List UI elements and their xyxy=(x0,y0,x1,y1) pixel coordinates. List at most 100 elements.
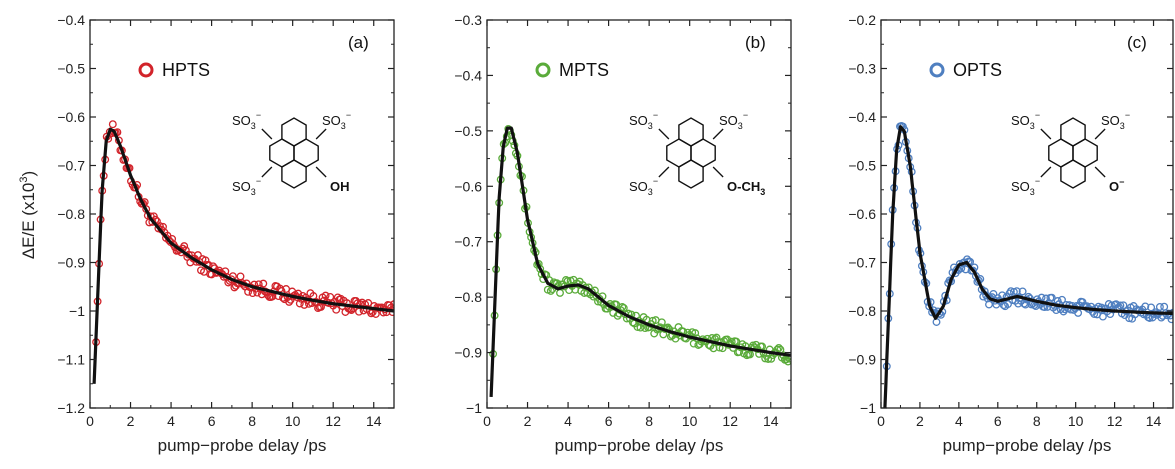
data-point xyxy=(774,343,783,352)
molecule-group-bottom-left-sup: − xyxy=(653,176,658,186)
molecule-group-top-left-sub: 3 xyxy=(1030,121,1035,131)
y-axis-title-main: ΔE/E (x10 xyxy=(19,183,38,260)
fit-line xyxy=(92,127,394,384)
data-point xyxy=(546,286,555,295)
molecule-ring xyxy=(1060,117,1086,147)
molecule-group-bottom-left: SO3− xyxy=(232,176,261,197)
legend-label: HPTS xyxy=(162,60,210,80)
molecule-group-bottom-left-main: SO xyxy=(232,179,251,194)
x-axis-title: pump−probe delay /ps xyxy=(158,436,327,455)
scatter-markers xyxy=(92,120,394,347)
molecule-group-top-left: SO3− xyxy=(232,110,261,131)
data-point xyxy=(295,299,304,308)
molecule-group-bottom-left-sub: 3 xyxy=(1030,187,1035,197)
molecule-group-top-left-sub: 3 xyxy=(648,121,653,131)
data-point xyxy=(300,300,309,309)
molecule-bond xyxy=(1040,166,1052,178)
molecule-group-top-left-sup: − xyxy=(1035,110,1040,120)
x-tick-label: 2 xyxy=(127,413,135,429)
molecule-group-bottom-left-main: SO xyxy=(629,179,648,194)
legend-label: OPTS xyxy=(953,60,1002,80)
data-point xyxy=(108,120,117,129)
data-point xyxy=(1004,300,1012,309)
data-point xyxy=(1125,314,1134,323)
x-tick-label: 12 xyxy=(1107,413,1123,429)
x-axis-title: pump−probe delay /ps xyxy=(555,436,724,455)
data-point xyxy=(712,333,721,342)
molecule-group-top-left-main: SO xyxy=(629,113,648,128)
molecule-substituent-sup: − xyxy=(1119,177,1124,187)
data-point xyxy=(1021,300,1030,309)
molecule-substituent: O-CH3 xyxy=(727,179,765,197)
molecule-group-top-right-sup: − xyxy=(1125,110,1130,120)
molecule-substituent: OH xyxy=(330,179,350,194)
data-point xyxy=(1018,287,1027,296)
molecule-bond xyxy=(261,128,273,140)
molecule-substituent-main: O-CH xyxy=(727,179,760,194)
data-point xyxy=(1141,302,1150,311)
y-tick-label: −0.4 xyxy=(454,67,482,83)
data-point xyxy=(691,329,700,338)
x-tick-label: 4 xyxy=(167,413,175,429)
data-point xyxy=(648,316,657,325)
x-axis-title: pump−probe delay /ps xyxy=(943,436,1112,455)
molecule-group-bottom-left-sub: 3 xyxy=(251,187,256,197)
molecule-group-bottom-left: SO3− xyxy=(629,176,658,197)
data-point xyxy=(787,354,791,363)
y-tick-label: −0.5 xyxy=(848,158,876,174)
molecule-substituent-main: O xyxy=(1109,179,1119,194)
panel-label: (c) xyxy=(1127,33,1147,52)
molecule-group-top-left-main: SO xyxy=(232,113,251,128)
panel-b: 0 2 4 6 8 10 12 14 −1 −0.9 −0.8 −0.7 −0.6 −0.5 −0.4 −0.… xyxy=(454,12,792,455)
data-point xyxy=(1116,301,1125,310)
data-point xyxy=(932,318,941,326)
molecule-bond xyxy=(658,166,670,178)
y-tick-label: −0.9 xyxy=(848,352,876,368)
data-point xyxy=(285,297,294,306)
fit-line xyxy=(489,126,791,397)
molecule-ring xyxy=(678,159,704,189)
molecule-group-top-right-sub: 3 xyxy=(738,121,743,131)
molecule-group-top-left-sup: − xyxy=(653,110,658,120)
y-tick-label: −0.4 xyxy=(57,12,85,28)
molecule-group-top-right-sub: 3 xyxy=(1120,121,1125,131)
data-point xyxy=(764,355,773,363)
y-tick-label: −0.3 xyxy=(848,61,876,77)
molecule-bond xyxy=(315,128,327,140)
molecule-ring xyxy=(678,117,704,147)
y-tick-label: −0.7 xyxy=(57,158,85,174)
fit-line xyxy=(883,125,1173,408)
x-tick-label: 8 xyxy=(248,413,256,429)
data-point xyxy=(1058,295,1066,304)
data-point xyxy=(390,300,394,309)
molecule-bond xyxy=(658,128,670,140)
data-point xyxy=(999,301,1008,310)
data-point xyxy=(636,323,645,332)
x-tick-label: 2 xyxy=(916,413,924,429)
y-tick-label: −0.8 xyxy=(848,303,876,319)
x-tick-label: 6 xyxy=(994,413,1002,429)
molecule-group-top-right-main: SO xyxy=(719,113,738,128)
legend-marker xyxy=(535,62,551,78)
molecule-ring xyxy=(1060,159,1086,189)
data-point xyxy=(1047,293,1056,302)
molecule-group-top-right-sup: − xyxy=(346,110,351,120)
molecule-group-top-right: SO3− xyxy=(322,110,351,131)
panel-a: 0 2 4 6 8 10 12 14 −1.2 −1.1 −1 −0.9 −0.8 −0.7 −0.6 −0.… xyxy=(57,12,395,455)
y-axis-title-sup: 3 xyxy=(18,176,30,182)
molecule-substituent-main: OH xyxy=(330,179,350,194)
molecule-bond xyxy=(1094,166,1106,178)
y-tick-label: −0.8 xyxy=(57,206,85,222)
x-tick-label: 0 xyxy=(483,413,491,429)
x-tick-label: 4 xyxy=(564,413,572,429)
molecule-group-bottom-left-sub: 3 xyxy=(648,187,653,197)
x-tick-label: 14 xyxy=(366,413,382,429)
y-tick-label: −0.6 xyxy=(57,109,85,125)
molecule-structure: SO3− SO3−SO3− O-CH3 xyxy=(629,110,765,197)
molecule-group-top-left-main: SO xyxy=(1011,113,1030,128)
panel-label: (a) xyxy=(348,33,369,52)
x-tick-label: 2 xyxy=(524,413,532,429)
molecule-group-bottom-left-sup: − xyxy=(256,176,261,186)
data-point xyxy=(1145,314,1154,322)
